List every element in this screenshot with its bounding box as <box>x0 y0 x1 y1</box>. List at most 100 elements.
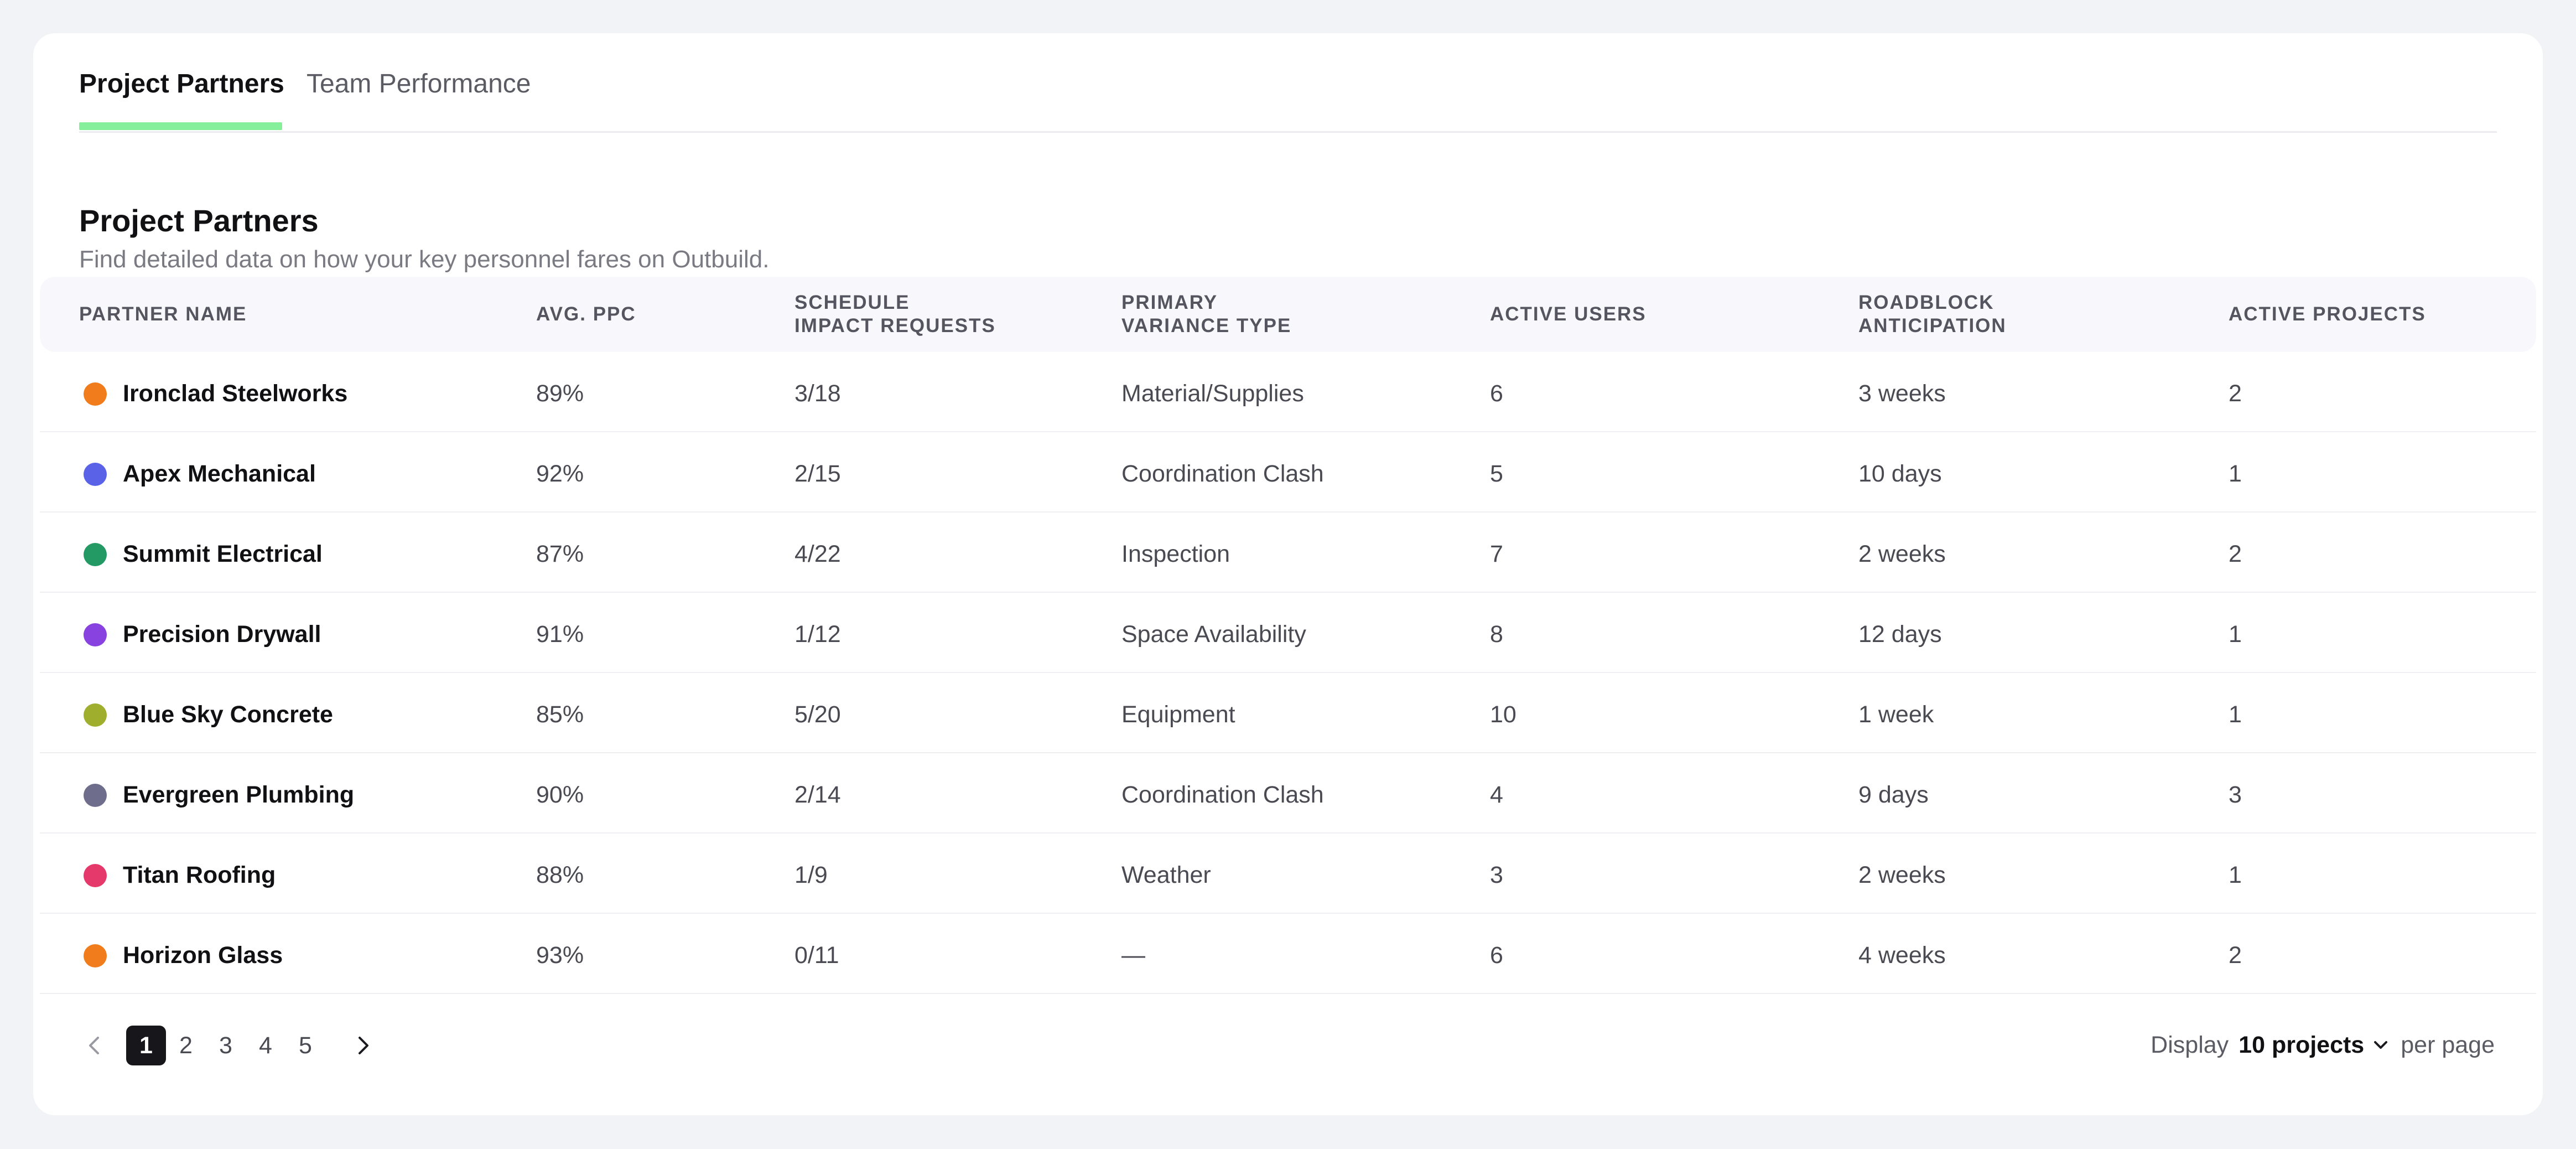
partner-color-dot <box>84 382 107 406</box>
column-header-schedule-impact-requests[interactable]: SCHEDULE IMPACT REQUESTS <box>794 291 996 338</box>
roadblock-anticipation-cell: 3 weeks <box>1858 380 1946 407</box>
table-body: Ironclad Steelworks 89% 3/18 Material/Suppl… <box>40 352 2536 994</box>
table-row[interactable]: Apex Mechanical 92% 2/15 Coordination Clash… <box>40 432 2536 513</box>
primary-variance-type-cell: Space Availability <box>1121 620 1306 648</box>
primary-variance-type-cell: Coordination Clash <box>1121 460 1324 488</box>
project-partners-card: Project Partners Team Performance Projec… <box>33 33 2543 1115</box>
schedule-impact-requests-cell: 2/15 <box>794 460 841 488</box>
active-projects-cell: 2 <box>2229 380 2242 407</box>
roadblock-anticipation-cell: 2 weeks <box>1858 540 1946 568</box>
roadblock-anticipation-cell: 9 days <box>1858 781 1929 809</box>
page-button-1[interactable]: 1 <box>126 1026 166 1065</box>
column-header-active-projects[interactable]: ACTIVE PROJECTS <box>2229 303 2426 326</box>
active-projects-cell: 1 <box>2229 620 2242 648</box>
avg-ppc-cell: 85% <box>536 701 584 728</box>
partner-name[interactable]: Apex Mechanical <box>123 460 316 488</box>
schedule-impact-requests-cell: 4/22 <box>794 540 841 568</box>
active-projects-cell: 2 <box>2229 540 2242 568</box>
table-row[interactable]: Horizon Glass 93% 0/11 — 6 4 weeks 2 <box>40 914 2536 994</box>
table-row[interactable]: Precision Drywall 91% 1/12 Space Availabili… <box>40 593 2536 673</box>
avg-ppc-cell: 87% <box>536 540 584 568</box>
active-users-cell: 3 <box>1490 861 1503 889</box>
per-page-select[interactable]: 10 projects <box>2239 1031 2392 1059</box>
avg-ppc-cell: 89% <box>536 380 584 407</box>
partner-color-dot <box>84 944 107 967</box>
tab-project-partners[interactable]: Project Partners <box>79 68 284 101</box>
roadblock-anticipation-cell: 10 days <box>1858 460 1942 488</box>
active-projects-cell: 1 <box>2229 701 2242 728</box>
schedule-impact-requests-cell: 1/9 <box>794 861 828 889</box>
avg-ppc-cell: 91% <box>536 620 584 648</box>
partner-color-dot <box>84 864 107 887</box>
partner-name[interactable]: Horizon Glass <box>123 941 283 969</box>
active-tab-indicator <box>79 122 282 130</box>
roadblock-anticipation-cell: 1 week <box>1858 701 1934 728</box>
chevron-down-icon <box>2370 1034 2392 1056</box>
table-row[interactable]: Ironclad Steelworks 89% 3/18 Material/Suppl… <box>40 352 2536 432</box>
active-users-cell: 6 <box>1490 380 1503 407</box>
active-users-cell: 10 <box>1490 701 1516 728</box>
tab-team-performance[interactable]: Team Performance <box>307 68 531 101</box>
active-users-cell: 8 <box>1490 620 1503 648</box>
primary-variance-type-cell: Inspection <box>1121 540 1230 568</box>
partner-name[interactable]: Blue Sky Concrete <box>123 701 333 728</box>
active-projects-cell: 1 <box>2229 861 2242 889</box>
active-projects-cell: 1 <box>2229 460 2242 488</box>
roadblock-anticipation-cell: 4 weeks <box>1858 941 1946 969</box>
partner-color-dot <box>84 543 107 566</box>
roadblock-anticipation-cell: 2 weeks <box>1858 861 1946 889</box>
per-page-suffix: per page <box>2401 1031 2495 1059</box>
column-header-roadblock-anticipation[interactable]: ROADBLOCK ANTICIPATION <box>1858 291 2007 338</box>
partner-color-dot <box>84 463 107 486</box>
page-button-3[interactable]: 3 <box>206 1026 246 1065</box>
active-users-cell: 5 <box>1490 460 1503 488</box>
table-row[interactable]: Blue Sky Concrete 85% 5/20 Equipment 10 1 wee… <box>40 673 2536 753</box>
primary-variance-type-cell: Coordination Clash <box>1121 781 1324 809</box>
schedule-impact-requests-cell: 3/18 <box>794 380 841 407</box>
per-page-prefix: Display <box>2151 1031 2229 1059</box>
partner-name[interactable]: Precision Drywall <box>123 620 321 648</box>
section-subtitle: Find detailed data on how your key perso… <box>79 245 769 274</box>
partner-name[interactable]: Ironclad Steelworks <box>123 380 347 407</box>
partner-name[interactable]: Evergreen Plumbing <box>123 781 354 809</box>
table-row[interactable]: Summit Electrical 87% 4/22 Inspection 7 2 wee… <box>40 513 2536 593</box>
primary-variance-type-cell: Material/Supplies <box>1121 380 1304 407</box>
pagination: 1 2 3 4 5 <box>79 1026 466 1065</box>
column-header-avg-ppc[interactable]: AVG. PPC <box>536 303 636 326</box>
chevron-left-icon[interactable] <box>79 1030 110 1061</box>
primary-variance-type-cell: — <box>1121 941 1145 969</box>
page-button-4[interactable]: 4 <box>246 1026 285 1065</box>
page-button-2[interactable]: 2 <box>166 1026 206 1065</box>
per-page-value: 10 projects <box>2239 1031 2364 1059</box>
schedule-impact-requests-cell: 2/14 <box>794 781 841 809</box>
schedule-impact-requests-cell: 1/12 <box>794 620 841 648</box>
table-row[interactable]: Titan Roofing 88% 1/9 Weather 3 2 weeks 1 <box>40 834 2536 914</box>
avg-ppc-cell: 92% <box>536 460 584 488</box>
partner-color-dot <box>84 703 107 727</box>
active-projects-cell: 2 <box>2229 941 2242 969</box>
avg-ppc-cell: 88% <box>536 861 584 889</box>
primary-variance-type-cell: Equipment <box>1121 701 1235 728</box>
active-projects-cell: 3 <box>2229 781 2242 809</box>
avg-ppc-cell: 93% <box>536 941 584 969</box>
active-users-cell: 6 <box>1490 941 1503 969</box>
partner-name[interactable]: Titan Roofing <box>123 861 276 889</box>
primary-variance-type-cell: Weather <box>1121 861 1211 889</box>
partner-name[interactable]: Summit Electrical <box>123 540 323 568</box>
avg-ppc-cell: 90% <box>536 781 584 809</box>
column-header-partner-name[interactable]: PARTNER NAME <box>79 303 247 326</box>
column-header-primary-variance-type[interactable]: PRIMARY VARIANCE TYPE <box>1121 291 1291 338</box>
column-header-active-users[interactable]: ACTIVE USERS <box>1490 303 1647 326</box>
table-row[interactable]: Evergreen Plumbing 90% 2/14 Coordination Cl… <box>40 753 2536 834</box>
partner-color-dot <box>84 784 107 807</box>
active-users-cell: 4 <box>1490 781 1503 809</box>
page-button-5[interactable]: 5 <box>285 1026 325 1065</box>
tab-bar: Project Partners Team Performance <box>79 33 2497 133</box>
table-header: PARTNER NAME AVG. PPC SCHEDULE IMPACT RE… <box>40 277 2536 352</box>
partner-color-dot <box>84 623 107 646</box>
per-page-control: Display 10 projects per page <box>2151 1031 2495 1059</box>
active-users-cell: 7 <box>1490 540 1503 568</box>
schedule-impact-requests-cell: 0/11 <box>794 941 839 969</box>
section-title: Project Partners <box>79 203 319 239</box>
chevron-right-icon[interactable] <box>347 1030 378 1061</box>
